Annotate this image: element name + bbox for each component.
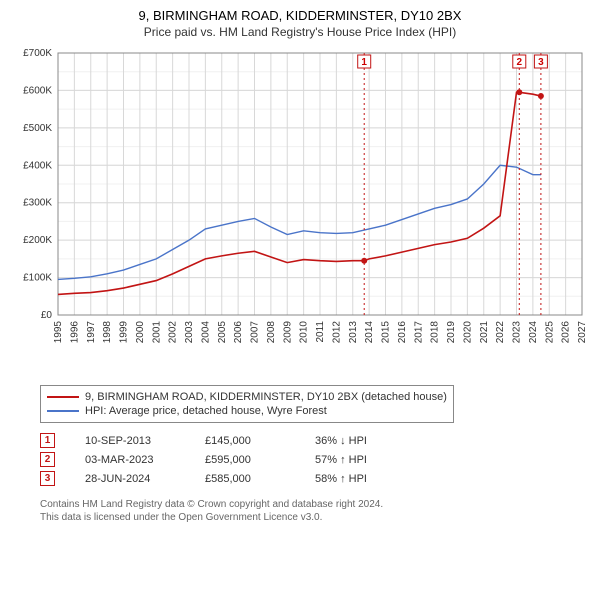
svg-text:2017: 2017 xyxy=(413,321,424,344)
svg-text:2002: 2002 xyxy=(168,321,179,344)
svg-text:2024: 2024 xyxy=(528,321,539,344)
svg-text:2021: 2021 xyxy=(479,321,490,344)
series-hpi xyxy=(58,165,541,279)
event-date: 03-MAR-2023 xyxy=(85,454,175,466)
svg-text:1997: 1997 xyxy=(86,321,97,344)
svg-text:£400K: £400K xyxy=(23,160,52,171)
svg-text:2012: 2012 xyxy=(331,321,342,344)
event-price: £595,000 xyxy=(205,454,285,466)
svg-text:2000: 2000 xyxy=(135,321,146,344)
legend-label: HPI: Average price, detached house, Wyre… xyxy=(85,405,327,417)
series-price-paid xyxy=(58,92,541,294)
footer-line2: This data is licensed under the Open Gov… xyxy=(40,511,580,524)
svg-text:£600K: £600K xyxy=(23,85,52,96)
event-badge-text-1: 1 xyxy=(361,57,367,68)
svg-text:2015: 2015 xyxy=(381,321,392,344)
svg-text:£700K: £700K xyxy=(23,48,52,59)
svg-text:2016: 2016 xyxy=(397,321,408,344)
chart-subtitle: Price paid vs. HM Land Registry's House … xyxy=(0,23,600,47)
event-row: 1 10-SEP-2013 £145,000 36% ↓ HPI xyxy=(40,431,580,450)
svg-text:2007: 2007 xyxy=(250,321,261,344)
svg-text:£0: £0 xyxy=(41,310,53,321)
event-hpi: 58% ↑ HPI xyxy=(315,473,405,485)
chart-plot: £0 £100K £200K £300K £400K £500K £600K £700K 199… xyxy=(10,47,590,377)
svg-text:2013: 2013 xyxy=(348,321,359,344)
svg-text:2001: 2001 xyxy=(151,321,162,344)
event-badge-text-3: 3 xyxy=(538,57,544,68)
svg-text:£300K: £300K xyxy=(23,198,52,209)
svg-text:2010: 2010 xyxy=(299,321,310,344)
svg-text:2011: 2011 xyxy=(315,321,326,343)
event-marker-badge: 2 xyxy=(40,452,55,467)
event-hpi: 36% ↓ HPI xyxy=(315,435,405,447)
event-price: £145,000 xyxy=(205,435,285,447)
event-marker-badge: 3 xyxy=(40,471,55,486)
svg-text:2005: 2005 xyxy=(217,321,228,344)
legend: 9, BIRMINGHAM ROAD, KIDDERMINSTER, DY10 … xyxy=(40,385,454,423)
event-row: 2 03-MAR-2023 £595,000 57% ↑ HPI xyxy=(40,450,580,469)
svg-text:1996: 1996 xyxy=(69,321,80,344)
svg-text:2006: 2006 xyxy=(233,321,244,344)
footer-line1: Contains HM Land Registry data © Crown c… xyxy=(40,498,580,511)
event-dot-2 xyxy=(516,89,522,95)
event-dot-1 xyxy=(361,258,367,264)
svg-text:1999: 1999 xyxy=(119,321,130,344)
footer: Contains HM Land Registry data © Crown c… xyxy=(40,498,580,524)
svg-text:2014: 2014 xyxy=(364,321,375,344)
legend-row: HPI: Average price, detached house, Wyre… xyxy=(47,404,447,418)
svg-text:2018: 2018 xyxy=(430,321,441,344)
event-price: £585,000 xyxy=(205,473,285,485)
chart-svg: £0 £100K £200K £300K £400K £500K £600K £700K 199… xyxy=(10,47,590,377)
svg-text:1998: 1998 xyxy=(102,321,113,344)
event-date: 28-JUN-2024 xyxy=(85,473,175,485)
svg-text:2009: 2009 xyxy=(282,321,293,344)
chart-container: { "title": "9, BIRMINGHAM ROAD, KIDDERMI… xyxy=(0,0,600,524)
svg-text:2026: 2026 xyxy=(561,321,572,344)
chart-below: 9, BIRMINGHAM ROAD, KIDDERMINSTER, DY10 … xyxy=(40,385,580,524)
svg-text:2020: 2020 xyxy=(462,321,473,344)
svg-text:2019: 2019 xyxy=(446,321,457,344)
event-hpi: 57% ↑ HPI xyxy=(315,454,405,466)
svg-text:2027: 2027 xyxy=(577,321,588,344)
svg-text:£100K: £100K xyxy=(23,273,52,284)
svg-text:1995: 1995 xyxy=(53,321,64,344)
legend-label: 9, BIRMINGHAM ROAD, KIDDERMINSTER, DY10 … xyxy=(85,391,447,403)
svg-text:2022: 2022 xyxy=(495,321,506,344)
svg-text:2025: 2025 xyxy=(544,321,555,344)
legend-swatch xyxy=(47,410,79,412)
legend-swatch xyxy=(47,396,79,398)
event-table: 1 10-SEP-2013 £145,000 36% ↓ HPI 2 03-MAR-202… xyxy=(40,431,580,488)
legend-row: 9, BIRMINGHAM ROAD, KIDDERMINSTER, DY10 … xyxy=(47,390,447,404)
svg-text:2003: 2003 xyxy=(184,321,195,344)
svg-text:£500K: £500K xyxy=(23,123,52,134)
svg-text:2023: 2023 xyxy=(512,321,523,344)
event-dot-3 xyxy=(538,93,544,99)
svg-text:2008: 2008 xyxy=(266,321,277,344)
event-row: 3 28-JUN-2024 £585,000 58% ↑ HPI xyxy=(40,469,580,488)
event-marker-badge: 1 xyxy=(40,433,55,448)
chart-title: 9, BIRMINGHAM ROAD, KIDDERMINSTER, DY10 … xyxy=(0,0,600,23)
event-badge-text-2: 2 xyxy=(517,57,523,68)
svg-text:£200K: £200K xyxy=(23,235,52,246)
event-date: 10-SEP-2013 xyxy=(85,435,175,447)
svg-text:2004: 2004 xyxy=(200,321,211,344)
